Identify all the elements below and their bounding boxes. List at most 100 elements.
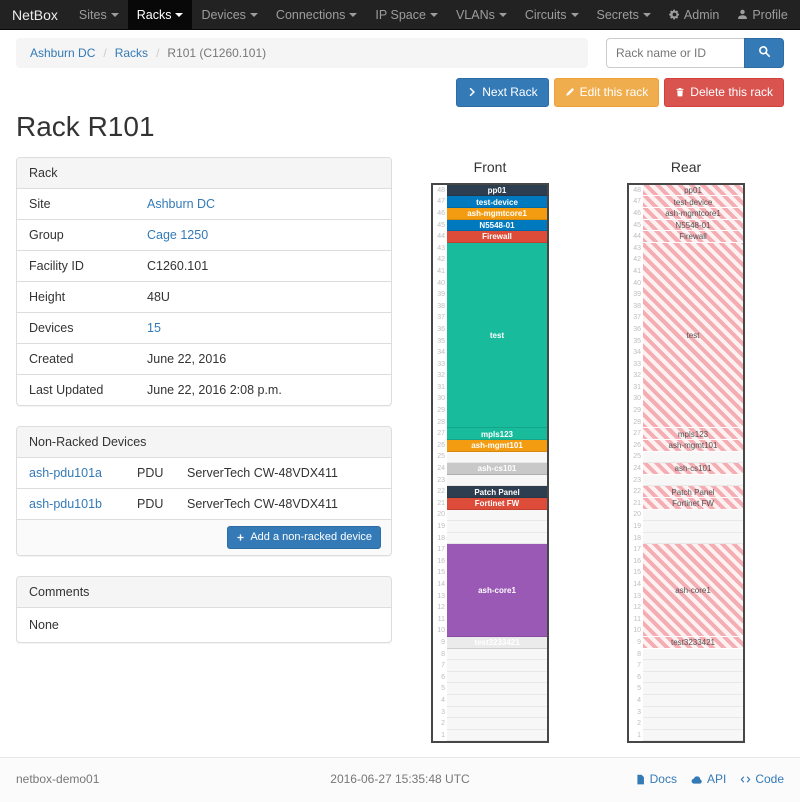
attribute-value-link[interactable]: Cage 1250 (147, 227, 209, 242)
front-rack-device[interactable]: pp01 (447, 184, 547, 197)
search-button[interactable] (744, 38, 784, 68)
nav-item-connections[interactable]: Connections (267, 0, 367, 29)
empty-unit (447, 683, 547, 695)
unit-number: 8 (441, 650, 445, 658)
front-rack-device[interactable]: mpls123 (447, 428, 547, 440)
unit-number: 38 (437, 302, 445, 310)
unit-number: 12 (437, 604, 445, 612)
next-rack-button[interactable]: Next Rack (456, 78, 549, 107)
front-rack-device[interactable]: N5548-01 (447, 219, 547, 232)
nav-item-secrets[interactable]: Secrets (588, 0, 660, 29)
unit-number: 18 (633, 534, 641, 542)
footer-timestamp: 2016-06-27 15:35:48 UTC (330, 772, 470, 787)
front-rack-units: pp01 test-device ash-mgmtcore1 N5548-01 Fire… (447, 184, 547, 742)
unit-number: 28 (437, 418, 445, 426)
device-name: ash-mgmt101 (668, 441, 718, 451)
rear-rack-device[interactable]: Patch Panel (643, 486, 743, 498)
nav-item-racks[interactable]: Racks (127, 0, 193, 29)
rear-rack-device[interactable]: ash-mgmtcore1 (643, 207, 743, 220)
nav-item-devices[interactable]: Devices (192, 0, 266, 29)
breadcrumb-link[interactable]: Racks (114, 46, 149, 60)
delete-rack-button[interactable]: Delete this rack (664, 78, 784, 107)
unit-number: 7 (441, 662, 445, 670)
unit-number: 35 (437, 337, 445, 345)
app-brand[interactable]: NetBox (12, 6, 58, 23)
device-name: N5548-01 (675, 220, 711, 230)
front-rack-device[interactable]: ash-mgmt101 (447, 439, 547, 452)
unit-number: 41 (437, 267, 445, 275)
unit-number: 24 (437, 465, 445, 473)
nav-item-ip-space[interactable]: IP Space (366, 0, 447, 29)
footer-link-api[interactable]: API (691, 772, 726, 786)
device-name: ash-cs101 (477, 464, 517, 474)
front-rack-device[interactable]: test (447, 242, 547, 429)
edit-rack-label: Edit this rack (579, 85, 649, 99)
rear-rack-device[interactable]: ash-core1 (643, 544, 743, 638)
unit-number: 10 (437, 627, 445, 635)
nav-item-sites[interactable]: Sites (70, 0, 128, 29)
device-name: ash-mgmtcore1 (665, 209, 721, 219)
front-rack-device[interactable]: Patch Panel (447, 486, 547, 498)
unit-number: 22 (437, 488, 445, 496)
device-name-link[interactable]: ash-pdu101b (29, 496, 102, 511)
front-rack-device[interactable]: Firewall (447, 231, 547, 243)
rear-rack-device[interactable]: test (643, 242, 743, 429)
empty-unit (643, 729, 743, 742)
rear-rack-device[interactable]: Firewall (643, 231, 743, 243)
unit-number: 40 (437, 279, 445, 287)
rear-rack-device[interactable]: test-device (643, 196, 743, 208)
page-title: Rack R101 (16, 110, 155, 142)
rear-rack-device[interactable]: Fortinet FW (643, 497, 743, 510)
unit-number: 23 (633, 476, 641, 484)
front-rack-device[interactable]: test-device (447, 196, 547, 208)
edit-rack-button[interactable]: Edit this rack (553, 78, 660, 107)
rear-rack-device[interactable]: test3233421 (643, 637, 743, 649)
rear-rack-device[interactable]: ash-mgmt101 (643, 439, 743, 452)
front-rack-device[interactable]: ash-core1 (447, 544, 547, 638)
non-racked-devices-panel: Non-Racked Devices ash-pdu101a PDU ServerT… (16, 425, 392, 557)
device-name-link[interactable]: ash-pdu101a (29, 465, 102, 480)
attribute-label: Created (29, 351, 74, 366)
non-racked-panel-title: Non-Racked Devices (17, 426, 391, 458)
comments-panel-title: Comments (17, 577, 391, 609)
nav-item-profile[interactable]: Profile (728, 0, 796, 29)
rack-search-form (606, 38, 784, 68)
unit-number-gutter: 48 47 46 45 44 43 42 41 40 39 38 37 36 35 34 33 32 31 30 29… (433, 184, 447, 742)
caret-down-icon (429, 12, 438, 17)
unit-number: 21 (437, 499, 445, 507)
rear-rack-device[interactable]: pp01 (643, 184, 743, 197)
device-name: Firewall (482, 232, 512, 242)
front-rack-device[interactable]: Fortinet FW (447, 497, 547, 510)
unit-number: 1 (637, 731, 641, 739)
unit-number: 30 (633, 395, 641, 403)
unit-number: 46 (437, 209, 445, 217)
footer-link-docs[interactable]: Docs (635, 772, 677, 786)
footer-link-code[interactable]: Code (740, 772, 784, 786)
add-non-racked-device-button[interactable]: Add a non-racked device (227, 525, 381, 550)
attribute-value-link[interactable]: Ashburn DC (147, 196, 216, 211)
rear-rack-device[interactable]: mpls123 (643, 428, 743, 440)
attribute-value: Ashburn DC (147, 197, 379, 211)
unit-number: 25 (633, 453, 641, 461)
non-racked-device-row: ash-pdu101b PDU ServerTech CW-48VDX411 (17, 489, 391, 520)
front-rack-device[interactable]: ash-mgmtcore1 (447, 207, 547, 220)
rear-rack-device[interactable]: N5548-01 (643, 219, 743, 232)
nav-item-admin[interactable]: Admin (660, 0, 728, 29)
front-rack-device[interactable]: ash-cs101 (447, 463, 547, 475)
rack-search-input[interactable] (606, 38, 744, 68)
front-rack-device[interactable]: test3233421 (447, 637, 547, 649)
rack-attribute-row: Facility ID C1260.101 (17, 251, 391, 282)
attribute-label: Height (29, 289, 66, 304)
breadcrumb-link[interactable]: Ashburn DC (30, 46, 96, 60)
nav-item-circuits[interactable]: Circuits (516, 0, 588, 29)
unit-number: 46 (633, 209, 641, 217)
unit-number: 16 (633, 557, 641, 565)
unit-number: 15 (437, 569, 445, 577)
rear-rack-device[interactable]: ash-cs101 (643, 463, 743, 475)
main-content: Rack Site Ashburn DC Group Cage 1250 Facilit… (0, 156, 800, 744)
attribute-value-link[interactable]: 15 (147, 320, 161, 335)
device-name: Fortinet FW (474, 499, 520, 509)
unit-number: 48 (633, 186, 641, 194)
unit-number: 32 (633, 372, 641, 380)
nav-item-vlans[interactable]: VLANs (447, 0, 516, 29)
